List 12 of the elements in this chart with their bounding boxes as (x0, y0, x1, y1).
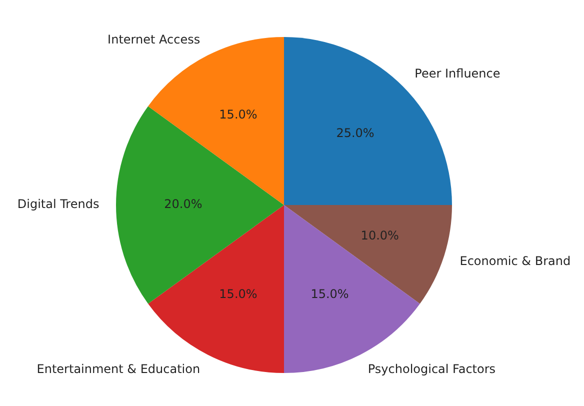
slice-label: Internet Access (108, 32, 200, 46)
data-label: 15.0% (219, 286, 258, 301)
slice-label: Economic & Brand (460, 254, 571, 268)
data-label: 25.0% (336, 126, 374, 140)
slice-label: Entertainment & Education (36, 362, 200, 376)
slice-label: Digital Trends (17, 197, 100, 212)
data-label: 20.0% (164, 197, 202, 212)
data-label: 10.0% (360, 228, 399, 242)
slice-label: Peer Influence (414, 66, 500, 80)
data-label: 15.0% (310, 286, 349, 301)
data-label: 15.0% (219, 107, 258, 122)
slice-label: Psychological Factors (368, 362, 496, 376)
